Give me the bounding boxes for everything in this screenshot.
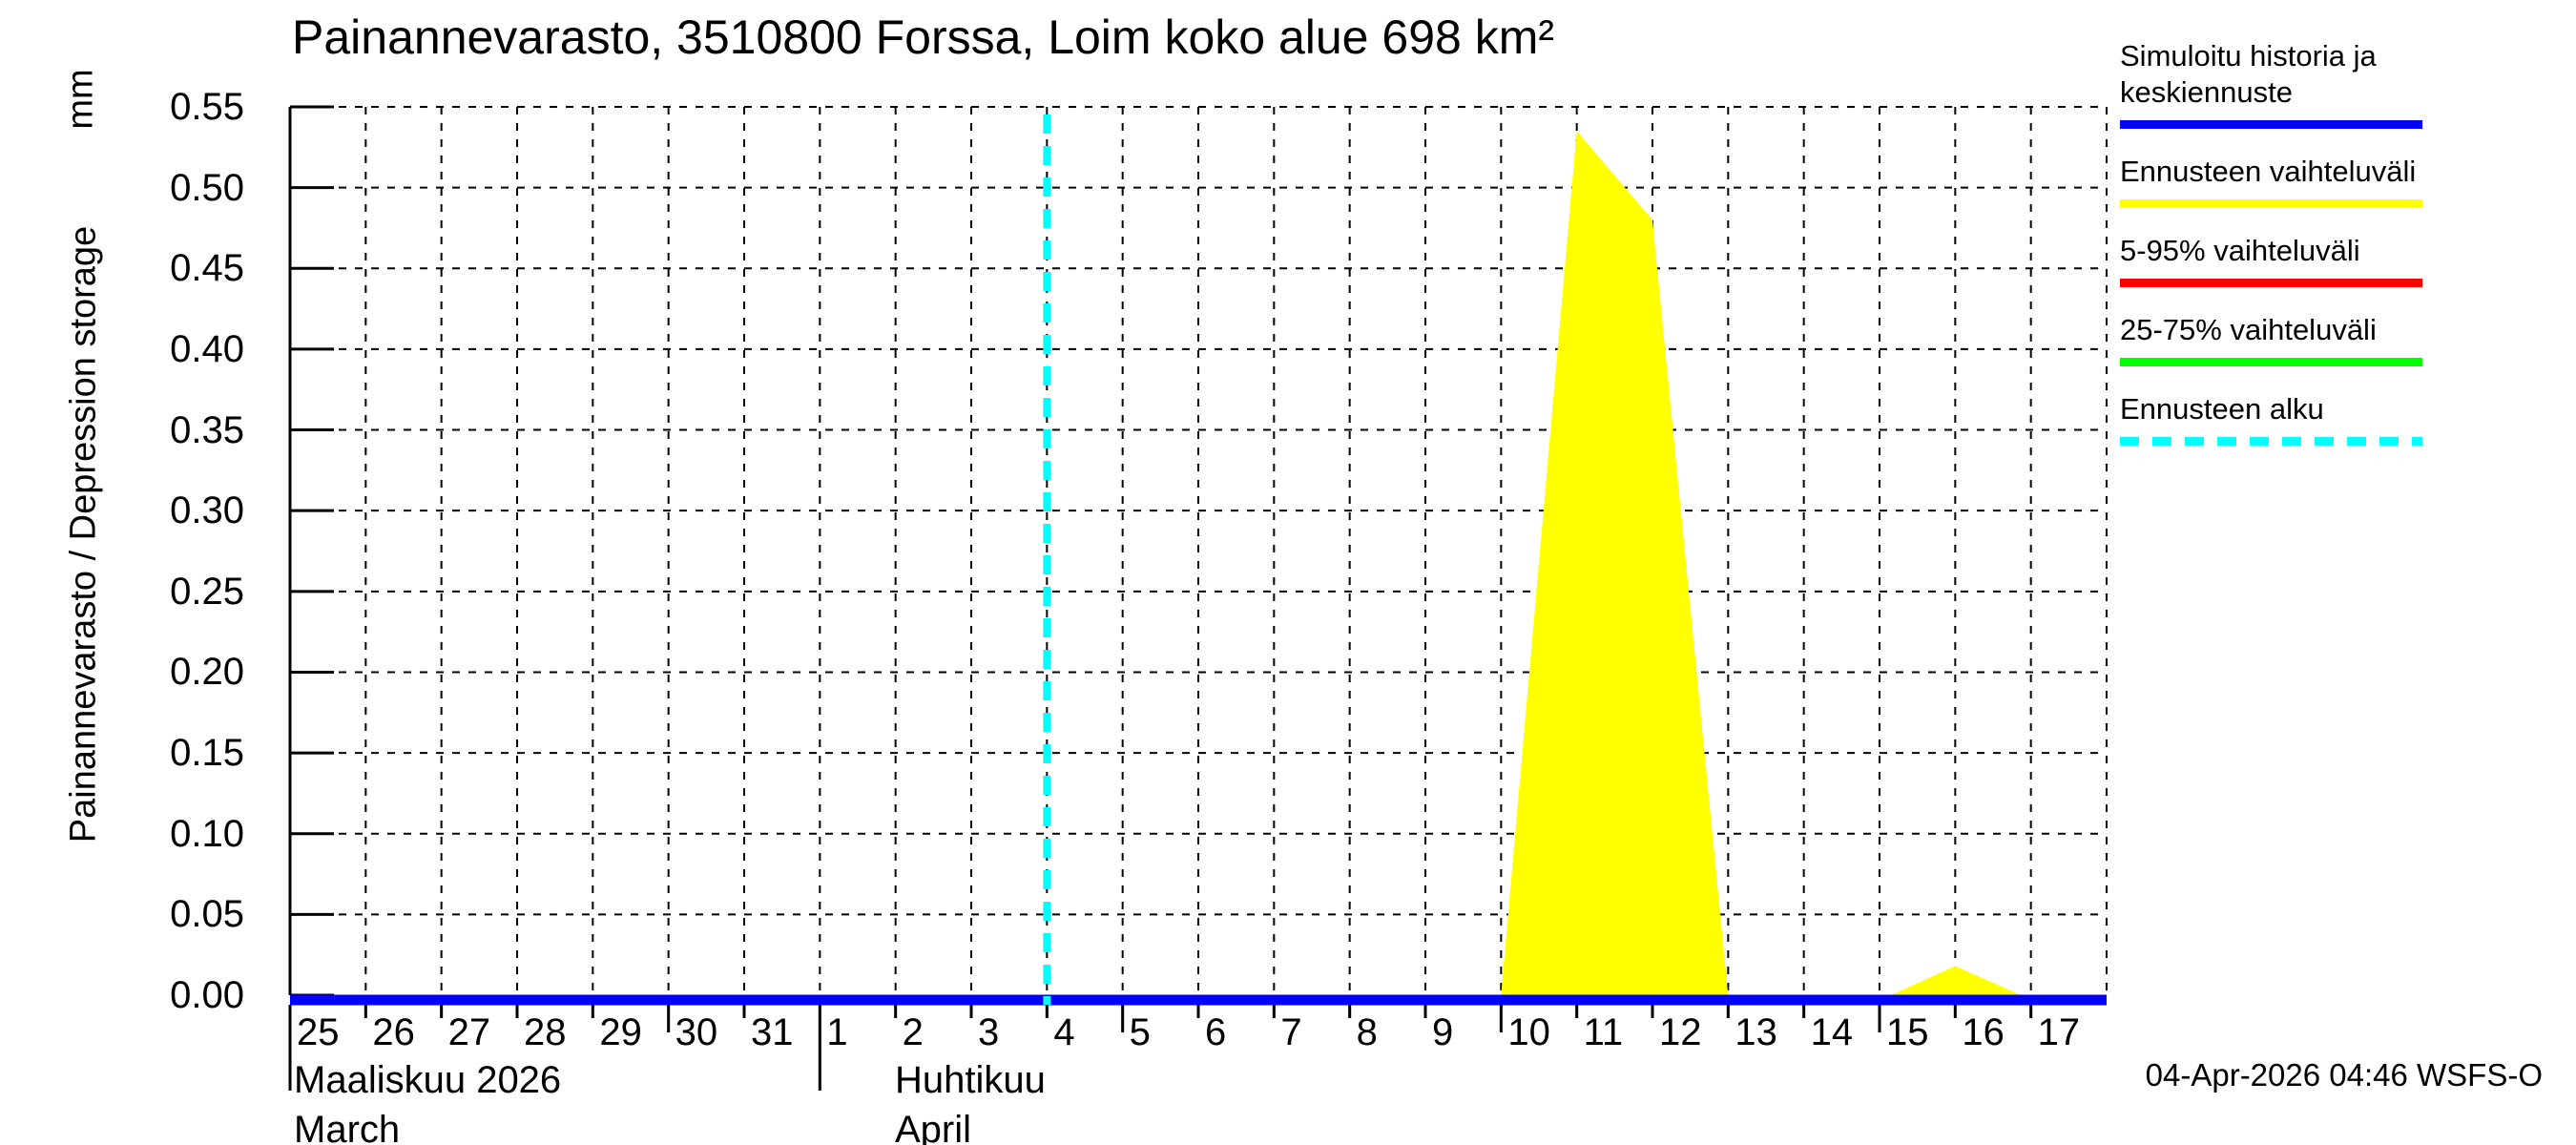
legend-item-label: Simuloitu historia ja keskiennuste [2120, 39, 2377, 109]
x-tick-label: 31 [751, 1011, 794, 1053]
x-tick-label: 17 [2037, 1011, 2081, 1053]
x-tick-label: 29 [599, 1011, 642, 1053]
legend-item-swatch [2120, 279, 2422, 287]
legend-item: Ennusteen vaihteluväli [2120, 154, 2444, 208]
y-tick-label: 0.10 [170, 812, 244, 855]
forecast-range-area [1890, 966, 2022, 995]
legend: Simuloitu historia ja keskiennuste Ennust… [2120, 38, 2444, 470]
x-tick-label: 28 [524, 1011, 567, 1053]
timestamp: 04-Apr-2026 04:46 WSFS-O [2145, 1057, 2543, 1093]
x-tick-label: 15 [1886, 1011, 1929, 1053]
x-tick-label: 27 [447, 1011, 491, 1053]
x-tick-label: 25 [297, 1011, 340, 1053]
x-tick-label: 6 [1205, 1011, 1227, 1053]
month-label-march: Maaliskuu 2026 March [294, 1055, 561, 1145]
x-tick-label: 12 [1659, 1011, 1702, 1053]
legend-item-swatch [2120, 199, 2422, 208]
y-tick-label: 0.25 [170, 570, 244, 613]
legend-item-label: Ennusteen vaihteluväli [2120, 155, 2417, 188]
y-tick-label: 0.00 [170, 974, 244, 1016]
chart-title: Painannevarasto, 3510800 Forssa, Loim ko… [292, 10, 1554, 64]
y-tick-label: 0.35 [170, 408, 244, 451]
y-tick-label: 0.30 [170, 489, 244, 532]
x-tick-label: 16 [1962, 1011, 2005, 1053]
y-tick-label: 0.20 [170, 651, 244, 694]
month-label-april-en: April [895, 1109, 972, 1145]
x-tick-label: 14 [1810, 1011, 1854, 1053]
x-tick-label: 13 [1735, 1011, 1777, 1053]
month-label-march-fi: Maaliskuu 2026 [294, 1059, 562, 1101]
x-tick-label: 1 [826, 1011, 848, 1053]
legend-item: 5-95% vaihteluväli [2120, 233, 2444, 287]
legend-item-swatch [2120, 437, 2422, 446]
legend-item: 25-75% vaihteluväli [2120, 312, 2444, 366]
x-tick-label: 5 [1129, 1011, 1151, 1053]
y-tick-label: 0.50 [170, 166, 244, 209]
x-tick-label: 30 [675, 1011, 718, 1053]
y-tick-label: 0.55 [170, 86, 244, 128]
y-tick-label: 0.05 [170, 893, 244, 936]
x-tick-label: 26 [372, 1011, 415, 1053]
x-tick-label: 4 [1053, 1011, 1075, 1053]
legend-item: Ennusteen alku [2120, 391, 2444, 446]
month-label-april: Huhtikuu April [895, 1055, 1046, 1145]
month-label-april-fi: Huhtikuu [895, 1059, 1046, 1101]
x-tick-label: 11 [1583, 1011, 1624, 1053]
legend-item-label: Ennusteen alku [2120, 392, 2324, 426]
legend-item-swatch [2120, 120, 2422, 129]
x-tick-label: 3 [978, 1011, 1000, 1053]
y-tick-label: 0.15 [170, 732, 244, 775]
x-tick-label: 8 [1356, 1011, 1378, 1053]
x-tick-label: 7 [1280, 1011, 1302, 1053]
month-label-march-en: March [294, 1109, 401, 1145]
y-tick-label: 0.40 [170, 327, 244, 370]
x-tick-label: 10 [1507, 1011, 1550, 1053]
legend-item-label: 25-75% vaihteluväli [2120, 313, 2377, 346]
forecast-range-area [1501, 131, 1729, 995]
y-tick-label: 0.45 [170, 247, 244, 290]
x-tick-label: 9 [1432, 1011, 1454, 1053]
legend-item-swatch [2120, 358, 2422, 366]
legend-item-label: 5-95% vaihteluväli [2120, 234, 2360, 267]
legend-item: Simuloitu historia ja keskiennuste [2120, 38, 2444, 129]
x-tick-label: 2 [902, 1011, 924, 1053]
